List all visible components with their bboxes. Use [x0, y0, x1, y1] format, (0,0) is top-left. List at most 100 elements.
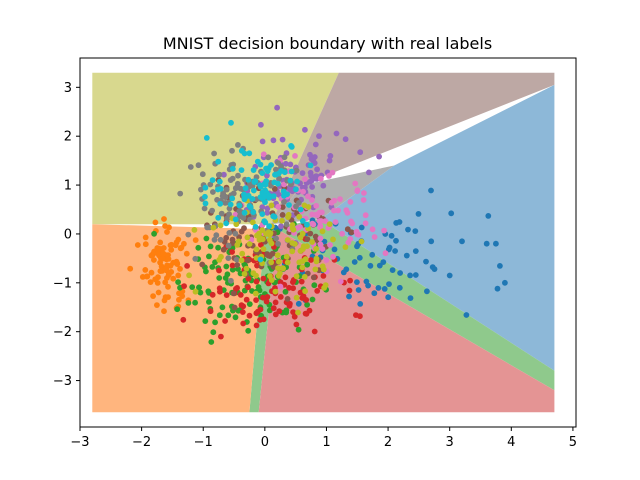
- data-point-class-0: [295, 300, 302, 307]
- data-point-class-8: [285, 211, 292, 218]
- data-point-class-3: [222, 318, 229, 324]
- data-point-class-1: [148, 269, 155, 276]
- x-tick-label: 4: [507, 435, 515, 450]
- data-point-class-9: [257, 184, 264, 190]
- data-point-class-9: [227, 201, 234, 208]
- data-point-class-0: [340, 269, 347, 276]
- data-point-class-0: [331, 246, 338, 253]
- data-point-class-3: [237, 292, 244, 298]
- data-point-class-9: [209, 177, 216, 184]
- data-point-class-9: [287, 177, 294, 184]
- data-point-class-8: [241, 271, 248, 277]
- data-point-class-8: [275, 265, 281, 271]
- data-point-class-0: [407, 295, 414, 301]
- data-point-class-9: [232, 216, 239, 223]
- data-point-class-4: [311, 154, 318, 160]
- data-point-class-6: [300, 188, 306, 195]
- data-point-class-7: [240, 214, 247, 221]
- data-point-class-7: [281, 199, 287, 205]
- data-point-class-4: [326, 157, 333, 164]
- data-point-class-8: [235, 238, 242, 245]
- data-point-class-3: [291, 313, 298, 320]
- data-point-class-3: [264, 294, 271, 300]
- data-point-class-3: [257, 306, 264, 313]
- data-point-class-0: [424, 288, 430, 295]
- data-point-class-3: [239, 309, 246, 315]
- data-point-class-1: [183, 250, 190, 257]
- data-point-class-6: [317, 175, 324, 182]
- data-point-class-3: [218, 333, 224, 340]
- data-point-class-6: [347, 199, 354, 205]
- data-point-class-6: [369, 226, 376, 233]
- data-point-class-6: [361, 190, 367, 196]
- data-point-class-3: [253, 310, 260, 317]
- data-point-class-3: [181, 283, 188, 289]
- data-point-class-3: [272, 299, 279, 306]
- data-point-class-2: [246, 301, 253, 307]
- data-point-class-6: [305, 193, 311, 200]
- data-point-class-8: [265, 229, 272, 236]
- data-point-class-2: [174, 306, 181, 313]
- data-point-class-2: [212, 259, 218, 266]
- data-point-class-1: [134, 242, 141, 248]
- data-point-class-8: [260, 246, 267, 253]
- data-point-class-2: [229, 266, 236, 273]
- data-point-class-0: [346, 293, 352, 300]
- data-point-class-8: [279, 265, 286, 271]
- data-point-class-1: [151, 257, 157, 263]
- data-point-class-8: [289, 248, 296, 255]
- data-point-class-2: [175, 279, 182, 285]
- data-point-class-9: [271, 179, 278, 186]
- data-point-class-8: [326, 221, 333, 228]
- data-point-class-7: [201, 205, 208, 212]
- data-point-class-0: [428, 187, 434, 194]
- data-point-class-4: [308, 177, 315, 184]
- data-point-class-7: [220, 190, 227, 197]
- data-point-class-8: [276, 258, 282, 265]
- data-point-class-8: [239, 250, 246, 257]
- data-point-class-8: [313, 255, 320, 262]
- data-point-class-2: [215, 244, 222, 251]
- data-point-class-6: [349, 220, 356, 227]
- data-point-class-0: [389, 267, 396, 273]
- data-point-class-2: [203, 235, 210, 242]
- data-point-class-0: [502, 279, 508, 286]
- data-point-class-2: [222, 275, 229, 281]
- data-point-class-8: [296, 213, 303, 220]
- data-point-class-1: [152, 219, 159, 226]
- data-point-class-9: [259, 170, 266, 177]
- data-point-class-1: [165, 272, 172, 278]
- data-point-class-3: [346, 287, 353, 294]
- decision-region-1: [271, 72, 555, 225]
- data-point-class-6: [343, 207, 350, 214]
- data-point-class-7: [198, 186, 204, 193]
- data-point-class-8: [321, 285, 327, 291]
- data-point-class-9: [250, 187, 257, 194]
- data-point-class-1: [175, 236, 182, 243]
- data-point-class-6: [327, 242, 333, 248]
- data-point-class-8: [272, 288, 279, 295]
- data-point-class-6: [319, 246, 326, 252]
- data-point-class-6: [381, 227, 387, 234]
- data-point-class-1: [142, 267, 149, 273]
- data-point-class-9: [262, 199, 268, 206]
- data-point-class-4: [278, 223, 284, 230]
- data-point-class-0: [388, 232, 395, 239]
- data-point-class-8: [330, 236, 336, 243]
- data-point-class-0: [423, 258, 429, 265]
- data-point-class-6: [260, 151, 267, 158]
- data-point-class-1: [179, 293, 186, 299]
- data-point-class-7: [228, 277, 234, 284]
- data-point-class-2: [304, 261, 311, 268]
- data-point-class-3: [209, 291, 216, 298]
- data-point-class-3: [253, 278, 260, 285]
- data-point-class-5: [279, 204, 286, 211]
- data-point-class-8: [244, 234, 251, 241]
- data-point-class-8: [191, 227, 198, 233]
- data-point-class-8: [305, 204, 312, 210]
- data-point-class-6: [337, 278, 344, 285]
- data-point-class-8: [283, 253, 290, 260]
- data-point-class-6: [318, 218, 324, 224]
- data-point-class-0: [403, 252, 410, 259]
- data-point-class-8: [299, 264, 306, 271]
